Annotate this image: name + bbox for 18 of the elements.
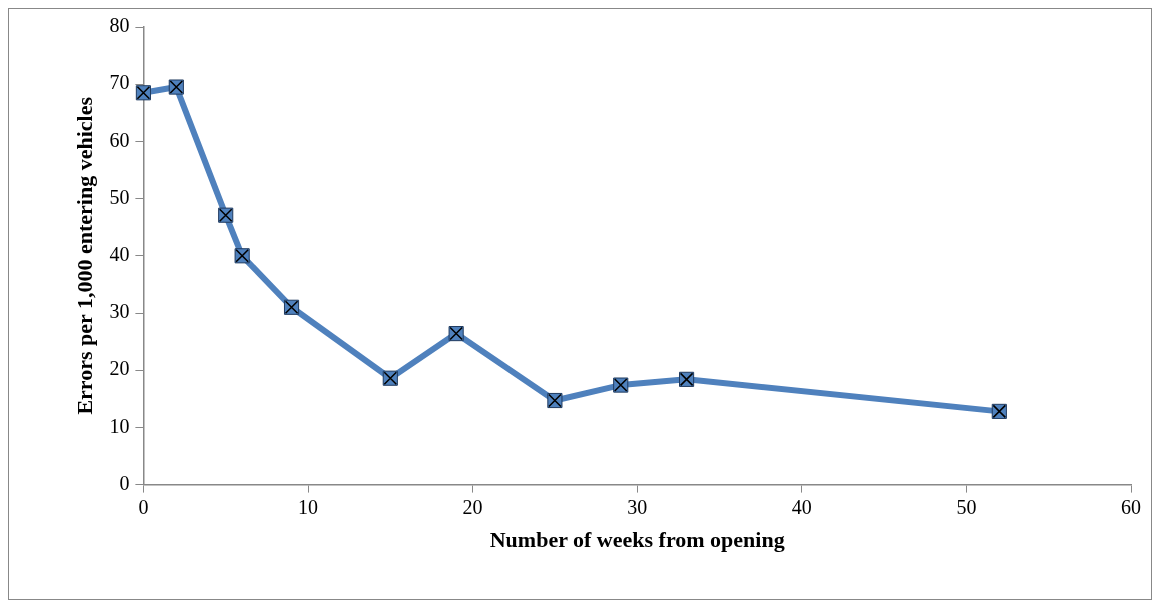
y-axis-title: Errors per 1,000 entering vehicles	[71, 96, 97, 415]
y-tick-label: 80	[109, 14, 130, 37]
x-tick-label: 0	[138, 495, 149, 518]
y-tick-label: 70	[109, 71, 130, 94]
x-tick-label: 60	[1121, 495, 1141, 518]
y-tick-label: 20	[109, 357, 130, 380]
x-tick-label: 30	[627, 495, 648, 518]
y-tick-label: 60	[109, 128, 130, 151]
x-tick-label: 50	[956, 495, 977, 518]
y-tick-label: 0	[119, 471, 130, 494]
x-tick-label: 10	[298, 495, 318, 518]
y-tick-label: 10	[109, 414, 130, 437]
x-tick-label: 20	[462, 495, 483, 518]
x-axis-title: Number of weeks from opening	[489, 527, 785, 553]
x-tick-label: 40	[791, 495, 812, 518]
y-tick-label: 30	[109, 300, 130, 323]
y-tick-label: 40	[109, 243, 130, 266]
y-tick-label: 50	[109, 185, 130, 208]
